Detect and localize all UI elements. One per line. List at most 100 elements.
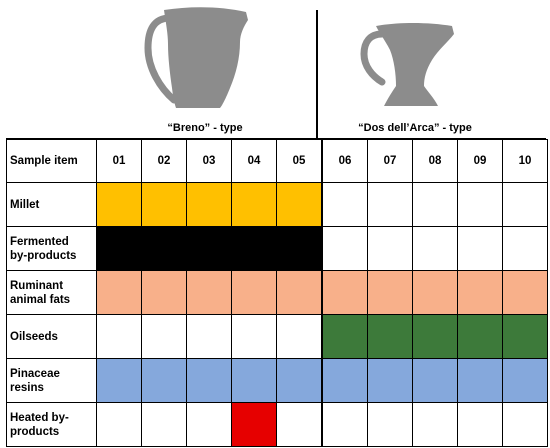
sample-header: 07 [367,139,413,183]
residue-row: Oilseeds [6,314,548,359]
result-cell [186,226,232,271]
result-cell [186,182,232,227]
result-cell [141,314,187,359]
residue-row: Ruminant animal fats [6,270,548,315]
sample-header: 05 [276,139,323,183]
sample-header: 02 [141,139,187,183]
result-cell [412,270,458,315]
residue-row: Pinaceae resins [6,358,548,403]
result-cell [141,270,187,315]
row-label-line: Millet [10,198,40,211]
result-cell [96,358,142,403]
row-label-line: products [10,425,60,438]
result-cell [367,402,413,447]
row-label: Oilseeds [6,314,97,359]
result-cell [502,402,548,447]
row-label-line: Oilseeds [10,330,58,343]
sample-header: 09 [457,139,503,183]
result-cell [276,226,323,271]
result-cell [96,270,142,315]
row-label: Millet [6,182,97,227]
row-label: Heated by-products [6,402,97,447]
result-cell [367,226,413,271]
sample-header: 06 [321,139,368,183]
result-cell [141,182,187,227]
breno-jug-illustration [144,7,248,108]
row-label-line: Fermented [10,235,69,248]
result-cell [321,358,368,403]
residue-row: Millet [6,182,548,227]
result-cell [186,270,232,315]
result-cell [141,402,187,447]
result-cell [367,182,413,227]
result-cell [276,270,323,315]
sample-header: 10 [502,139,548,183]
group-divider [316,10,318,138]
result-cell [457,358,503,403]
result-cell [321,402,368,447]
result-cell [457,226,503,271]
result-cell [186,358,232,403]
result-cell [231,358,277,403]
header-row: Sample item 01 02 03 04 05 06 07 08 09 1… [6,139,548,183]
result-cell [141,358,187,403]
row-label: Fermented by-products [6,226,97,271]
result-cell [276,402,323,447]
residue-table: Sample item 01 02 03 04 05 06 07 08 09 1… [6,139,548,447]
result-cell [96,314,142,359]
result-cell [412,226,458,271]
row-label-line: Ruminant [10,279,64,292]
result-cell [231,226,277,271]
result-cell [367,270,413,315]
residue-row: Fermented by-products [6,226,548,271]
result-cell [321,314,368,359]
sample-header: 04 [231,139,277,183]
result-cell [276,358,323,403]
table-top-rule [6,138,546,140]
result-cell [502,314,548,359]
result-cell [321,226,368,271]
result-cell [231,402,277,447]
row-label-line: by-products [10,249,77,262]
result-cell [276,314,323,359]
result-cell [96,182,142,227]
result-cell [96,402,142,447]
result-cell [276,182,323,227]
row-label-line: Pinaceae [10,367,60,380]
result-cell [186,402,232,447]
result-cell [186,314,232,359]
result-cell [321,182,368,227]
result-cell [412,182,458,227]
result-cell [231,314,277,359]
row-label: Ruminant animal fats [6,270,97,315]
dos-dell-arca-jug-illustration [360,23,454,106]
group-label-breno: “Breno” - type [167,122,243,134]
result-cell [457,270,503,315]
result-cell [457,182,503,227]
result-cell [457,314,503,359]
row-label-line: Heated by- [10,411,69,424]
group-label-dos-dell-arca: “Dos dell’Arca” - type [358,122,472,134]
header-sample-item: Sample item [6,139,97,183]
result-cell [502,270,548,315]
result-cell [367,314,413,359]
result-cell [231,270,277,315]
result-cell [502,226,548,271]
result-cell [502,182,548,227]
result-cell [141,226,187,271]
result-cell [412,358,458,403]
sample-header: 03 [186,139,232,183]
result-cell [457,402,503,447]
result-cell [412,402,458,447]
row-label-line: animal fats [10,293,71,306]
result-cell [367,358,413,403]
result-cell [412,314,458,359]
sample-header: 01 [96,139,142,183]
result-cell [96,226,142,271]
result-cell [502,358,548,403]
row-label-line: resins [10,381,44,394]
result-cell [321,270,368,315]
sample-header: 08 [412,139,458,183]
result-cell [231,182,277,227]
row-label: Pinaceae resins [6,358,97,403]
